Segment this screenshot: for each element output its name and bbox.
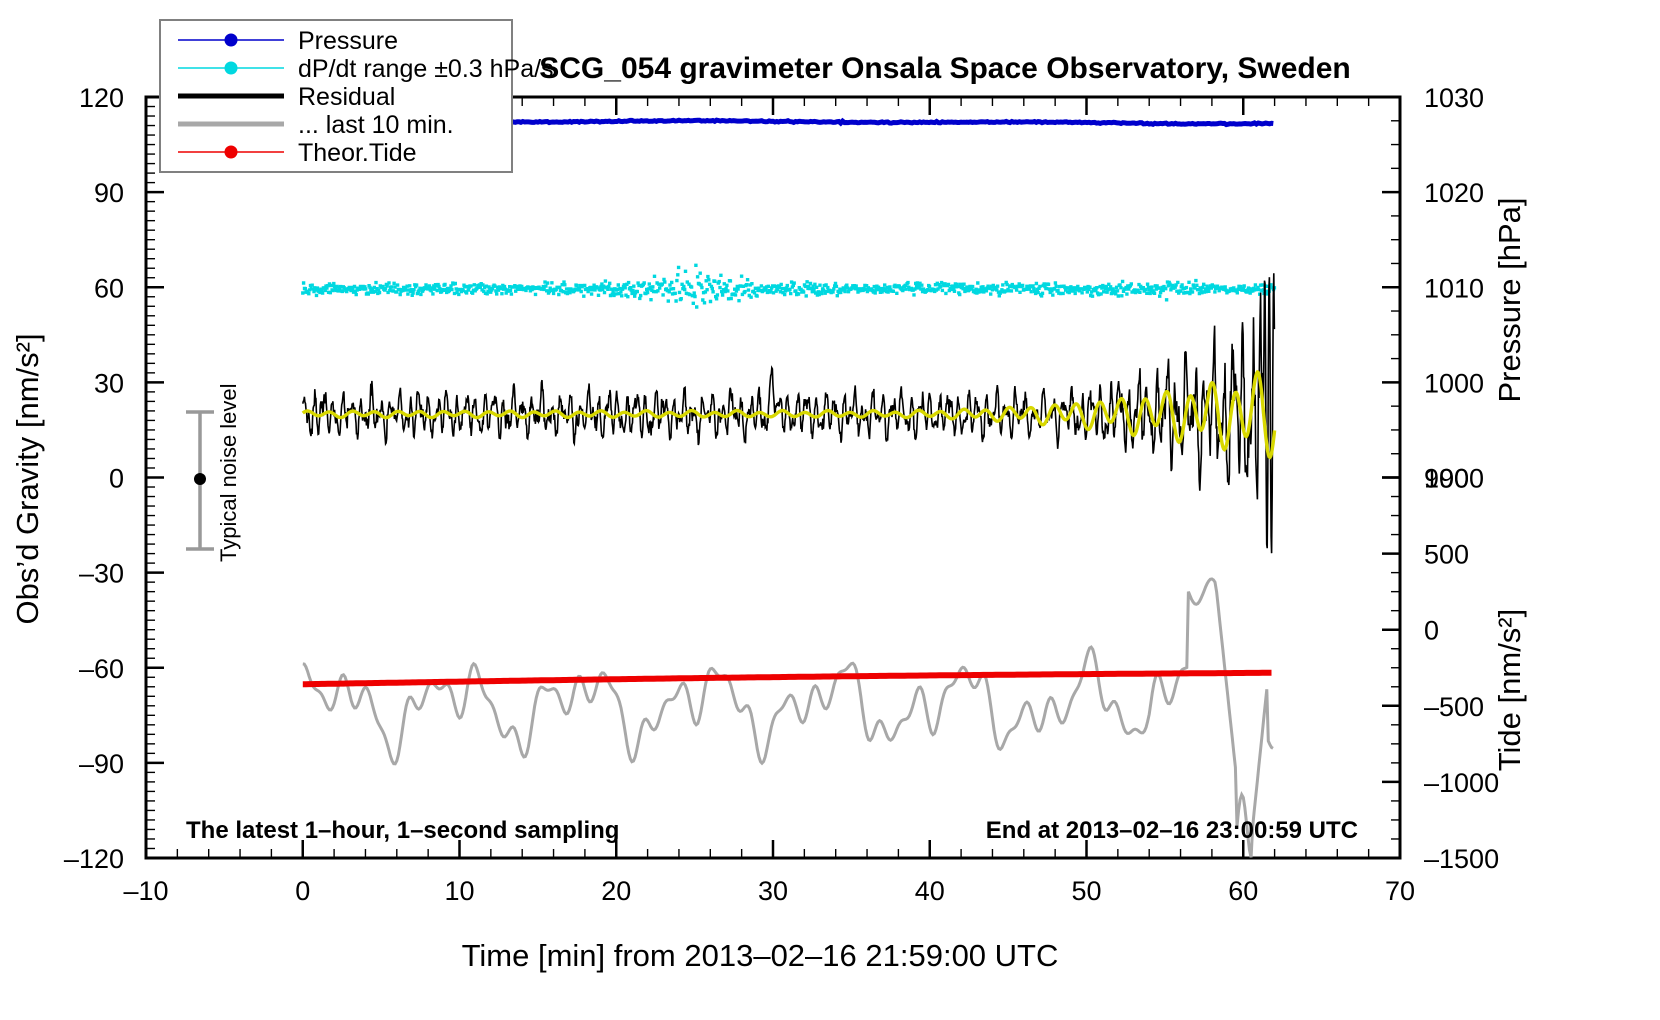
bottom-axis-tick-label: 20: [601, 876, 631, 906]
left-axis-tick-label: –120: [64, 844, 124, 874]
footer-right-note: End at 2013–02–16 23:00:59 UTC: [986, 817, 1358, 844]
bottom-axis-tick-label: 0: [295, 876, 310, 906]
right-tide-tick-label: –1000: [1424, 768, 1499, 798]
legend-item: Residual: [178, 83, 395, 111]
bottom-axis-tick-label: 30: [758, 876, 788, 906]
series-dpdt-scatter: [301, 263, 1277, 309]
bottom-axis-tick-label: 10: [444, 876, 474, 906]
legend-item-label: ... last 10 min.: [298, 111, 454, 139]
right-axis-minor-ticks: [1391, 96, 1400, 859]
right-tide-tick-labels: 1000 500 0 –500 –1000 –1500: [1424, 464, 1499, 875]
bottom-axis-tick-label: 70: [1385, 876, 1415, 906]
bottom-axis-tick-labels: –10 0 10 20 30 40 50 60 70: [123, 876, 1415, 906]
series-theoretical-tide: [302, 669, 1272, 688]
right-tide-axis-title: Tide [nm/s²]: [1492, 609, 1527, 772]
legend-item: Pressure: [178, 27, 398, 55]
legend-item-label: dP/dt range ±0.3 hPa/s: [298, 55, 554, 83]
legend-item-label: Theor.Tide: [298, 139, 417, 167]
right-pressure-tick-label: 1000: [1424, 368, 1484, 398]
bottom-axis-tick-label: 50: [1071, 876, 1101, 906]
left-axis-tick-label: –60: [79, 654, 124, 684]
bottom-axis-minor-ticks: [145, 849, 1401, 858]
legend-item-label: Residual: [298, 83, 395, 111]
left-axis-tick-label: 120: [79, 83, 124, 113]
noise-level-label: Typical noise level: [216, 383, 241, 562]
left-axis-tick-label: 90: [94, 178, 124, 208]
right-pressure-axis-title: Pressure [hPa]: [1492, 197, 1527, 402]
right-pressure-tick-label: 1030: [1424, 83, 1484, 113]
legend-marker: [224, 61, 238, 75]
bottom-axis-tick-label: 40: [915, 876, 945, 906]
bottom-axis-title: Time [min] from 2013–02–16 21:59:00 UTC: [462, 938, 1059, 973]
right-pressure-tick-label: 1010: [1424, 273, 1484, 303]
left-axis-tick-label: 60: [94, 273, 124, 303]
right-pressure-tick-label: 990: [1424, 464, 1469, 494]
legend-item-label: Pressure: [298, 27, 398, 55]
series-last-10-min: [302, 577, 1274, 858]
left-axis-tick-labels: –120 –90 –60 –30 0 30 60 90 120: [64, 83, 124, 874]
left-axis-title: Obs’d Gravity [nm/s²]: [10, 333, 45, 624]
series-residual: [302, 273, 1276, 554]
bottom-axis-tick-label: 60: [1228, 876, 1258, 906]
right-tide-tick-label: –500: [1424, 692, 1484, 722]
legend-item: Theor.Tide: [178, 139, 417, 167]
legend-marker: [224, 33, 238, 47]
right-tide-tick-label: 1000: [1424, 464, 1484, 494]
left-axis-minor-ticks: [146, 96, 155, 859]
left-axis-tick-label: 0: [109, 464, 124, 494]
right-tide-tick-label: 0: [1424, 616, 1439, 646]
right-tide-tick-label: –1500: [1424, 844, 1499, 874]
legend-item: ... last 10 min.: [178, 111, 454, 139]
footer-left-note: The latest 1–hour, 1–second sampling: [186, 817, 619, 844]
left-axis-tick-label: 30: [94, 368, 124, 398]
bottom-axis-tick-label: –10: [123, 876, 168, 906]
right-pressure-tick-label: 1020: [1424, 178, 1484, 208]
left-axis-tick-label: –90: [79, 749, 124, 779]
page-title: SCG_054 gravimeter Onsala Space Observat…: [539, 52, 1351, 85]
typical-noise-level-annotation: Typical noise level: [186, 383, 241, 562]
legend-item: dP/dt range ±0.3 hPa/s: [178, 55, 554, 83]
left-axis-tick-label: –30: [79, 559, 124, 589]
series-tide-overlay: [301, 369, 1277, 460]
right-tide-tick-label: 500: [1424, 540, 1469, 570]
legend-marker: [224, 145, 238, 159]
